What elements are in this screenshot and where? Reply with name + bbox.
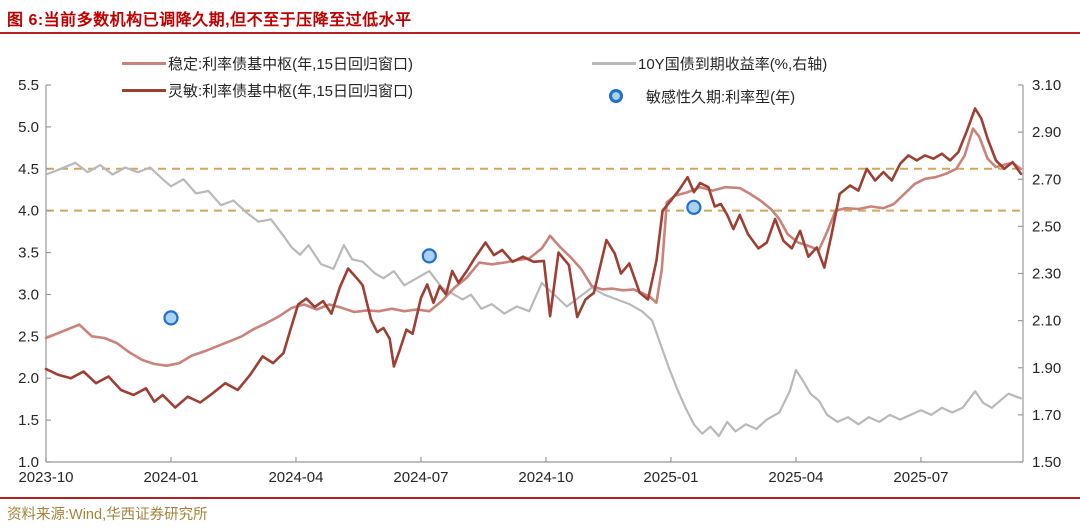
legend-item-sensitive: 灵敏:利率债基中枢(年,15日回归窗口) [122,81,414,100]
right-axis-tick-label: 1.90 [1032,360,1061,377]
series-line-sensitive [44,107,1023,409]
left-axis-tick-label: 5.0 [18,119,39,136]
legend-label-10y-yield: 10Y国债到期收益率(%,右轴) [638,55,828,73]
left-axis-tick-label: 2.0 [18,370,39,387]
sensitivity-duration-dot-swatch [609,89,623,103]
legend-label-sensitivity-duration: 敏感性久期:利率型(年) [646,88,796,106]
yield-line-swatch [592,61,636,65]
x-tick-label: 2024-04 [268,469,323,486]
figure-title: 图 6:当前多数机构已调降久期,但不至于压降至过低水平 [7,12,412,29]
x-tick-label: 2024-10 [518,469,573,486]
legend-item-10y-yield: 10Y国债到期收益率(%,右轴) [592,54,828,73]
right-axis-tick-label: 1.50 [1032,454,1061,471]
left-axis-tick-label: 1.5 [18,412,39,429]
x-tick-label: 2024-01 [143,469,198,486]
left-axis-tick-label: 2.5 [18,328,39,345]
sensitivity-duration-point [163,310,179,326]
left-axis-tick-label: 3.5 [18,245,39,262]
right-axis-tick-label: 1.70 [1032,407,1061,424]
sensitivity-duration-point [421,248,437,264]
x-tick-label: 2025-01 [643,469,698,486]
right-axis-tick-label: 2.30 [1032,266,1061,283]
right-axis-tick-label: 3.10 [1032,77,1061,94]
right-axis-tick-label: 2.50 [1032,218,1061,235]
left-axis-tick-label: 4.0 [18,203,39,220]
sensitivity-duration-point [686,199,702,215]
right-axis-tick-label: 2.10 [1032,313,1061,330]
series-line-10y-yield [44,161,1023,438]
left-axis-tick-label: 1.0 [18,454,39,471]
legend-item-stable: 稳定:利率债基中枢(年,15日回归窗口) [122,54,414,73]
right-axis-tick-label: 2.90 [1032,124,1061,141]
x-tick-label: 2025-07 [893,469,948,486]
legend-label-sensitive: 灵敏:利率债基中枢(年,15日回归窗口) [168,82,414,100]
sensitive-line-swatch [122,88,166,92]
source-note: 资料来源:Wind,华西证券研究所 [7,507,208,523]
footer-rule [0,497,1080,499]
stable-line-swatch [122,61,166,65]
x-tick-label: 2024-07 [393,469,448,486]
title-rule [0,32,1080,34]
legend-item-sensitivity-duration: 敏感性久期:利率型(年) [592,87,796,106]
left-axis-tick-label: 3.0 [18,286,39,303]
series-line-stable [44,127,1023,368]
left-axis-tick-label: 4.5 [18,161,39,178]
x-tick-label: 2025-04 [768,469,823,486]
right-axis-tick-label: 2.70 [1032,171,1061,188]
left-axis-tick-label: 5.5 [18,77,39,94]
legend-label-stable: 稳定:利率债基中枢(年,15日回归窗口) [168,55,414,73]
x-tick-label: 2023-10 [18,469,73,486]
